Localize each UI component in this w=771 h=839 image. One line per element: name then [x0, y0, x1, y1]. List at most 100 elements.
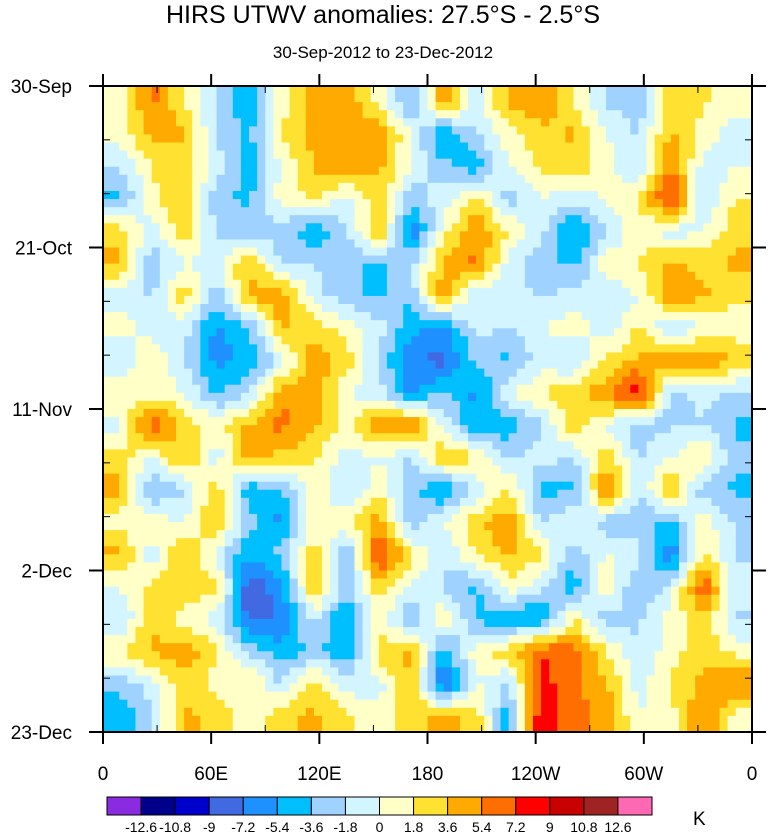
heatmap-cell [378, 570, 388, 580]
heatmap-cell [468, 295, 477, 305]
heatmap-cell [459, 530, 469, 539]
heatmap-cell [476, 207, 485, 216]
heatmap-cell [638, 126, 648, 136]
heatmap-cell [224, 481, 234, 491]
heatmap-cell [184, 538, 193, 547]
heatmap-cell [378, 255, 388, 265]
heatmap-cell [370, 352, 380, 362]
heatmap-cell [581, 94, 591, 103]
heatmap-cell [727, 538, 737, 547]
heatmap-cell [265, 231, 274, 241]
heatmap-cell [719, 538, 729, 547]
heatmap-cell [654, 538, 664, 547]
heatmap-cell [524, 86, 534, 95]
heatmap-cell [257, 94, 266, 103]
heatmap-cell [654, 94, 664, 103]
heatmap-cell [605, 102, 615, 111]
heatmap-cell [662, 546, 672, 555]
heatmap-cell [119, 312, 128, 321]
heatmap-cell [419, 166, 429, 176]
heatmap-cell [370, 457, 380, 467]
heatmap-cell [346, 384, 356, 394]
heatmap-cell [281, 425, 291, 434]
heatmap-cell [630, 174, 640, 184]
heatmap-cell [500, 255, 510, 265]
heatmap-cell [297, 336, 307, 345]
heatmap-cell [597, 199, 607, 208]
heatmap-cell [654, 562, 664, 572]
heatmap-cell [557, 239, 567, 249]
heatmap-cell [216, 190, 226, 200]
heatmap-cell [338, 457, 347, 467]
heatmap-cell [257, 465, 266, 475]
heatmap-cell [135, 473, 145, 483]
heatmap-cell [427, 215, 437, 224]
heatmap-cell [703, 174, 713, 184]
heatmap-cell [273, 239, 283, 249]
heatmap-cell [711, 376, 721, 386]
heatmap-cell [443, 166, 453, 176]
heatmap-cell [476, 570, 485, 580]
heatmap-cell [265, 86, 274, 95]
heatmap-cell [687, 360, 696, 370]
heatmap-cell [305, 530, 315, 539]
heatmap-cell [119, 182, 128, 192]
heatmap-cell [419, 279, 429, 289]
heatmap-cell [216, 247, 226, 257]
heatmap-cell [532, 352, 542, 362]
heatmap-cell [200, 570, 210, 580]
heatmap-cell [176, 174, 185, 184]
heatmap-cell [184, 102, 193, 111]
heatmap-cell [541, 449, 550, 459]
heatmap-cell [289, 328, 299, 337]
heatmap-cell [386, 546, 396, 555]
heatmap-cell [167, 505, 177, 515]
heatmap-cell [257, 400, 266, 410]
heatmap-cell [281, 344, 291, 354]
heatmap-cell [492, 409, 502, 418]
heatmap-cell [703, 158, 713, 168]
heatmap-cell [500, 360, 510, 370]
heatmap-cell [346, 207, 356, 216]
heatmap-cell [216, 239, 226, 249]
heatmap-cell [240, 384, 250, 394]
heatmap-cell [443, 102, 453, 111]
heatmap-cell [500, 158, 510, 168]
heatmap-cell [646, 368, 656, 378]
heatmap-cell [476, 368, 485, 378]
heatmap-cell [370, 255, 380, 265]
heatmap-cell [597, 433, 607, 442]
heatmap-cell [257, 457, 266, 467]
heatmap-cell [695, 255, 704, 265]
heatmap-cell [516, 255, 526, 265]
heatmap-cell [395, 384, 404, 394]
heatmap-cell [484, 449, 493, 459]
heatmap-cell [395, 263, 404, 273]
heatmap-cell [687, 481, 696, 491]
heatmap-cell [532, 578, 542, 588]
heatmap-cell [703, 118, 713, 127]
heatmap-cell [589, 570, 599, 580]
heatmap-cell [532, 336, 542, 345]
heatmap-cell [646, 247, 656, 257]
heatmap-cell [727, 86, 737, 95]
heatmap-cell [200, 231, 210, 241]
heatmap-cell [573, 441, 583, 450]
heatmap-cell [435, 263, 445, 273]
heatmap-cell [111, 554, 120, 564]
heatmap-cell [516, 473, 526, 483]
heatmap-cell [719, 481, 729, 491]
heatmap-cell [313, 538, 323, 547]
heatmap-cell [565, 570, 575, 580]
heatmap-cell [362, 215, 372, 224]
heatmap-cell [192, 94, 201, 103]
heatmap-cell [338, 441, 347, 450]
heatmap-cell [670, 473, 680, 483]
heatmap-cell [411, 425, 420, 434]
heatmap-cell [516, 102, 526, 111]
heatmap-cell [305, 368, 315, 378]
heatmap-cell [589, 271, 599, 281]
heatmap-cell [362, 417, 372, 426]
heatmap-cell [184, 182, 193, 192]
heatmap-cell [670, 376, 680, 386]
